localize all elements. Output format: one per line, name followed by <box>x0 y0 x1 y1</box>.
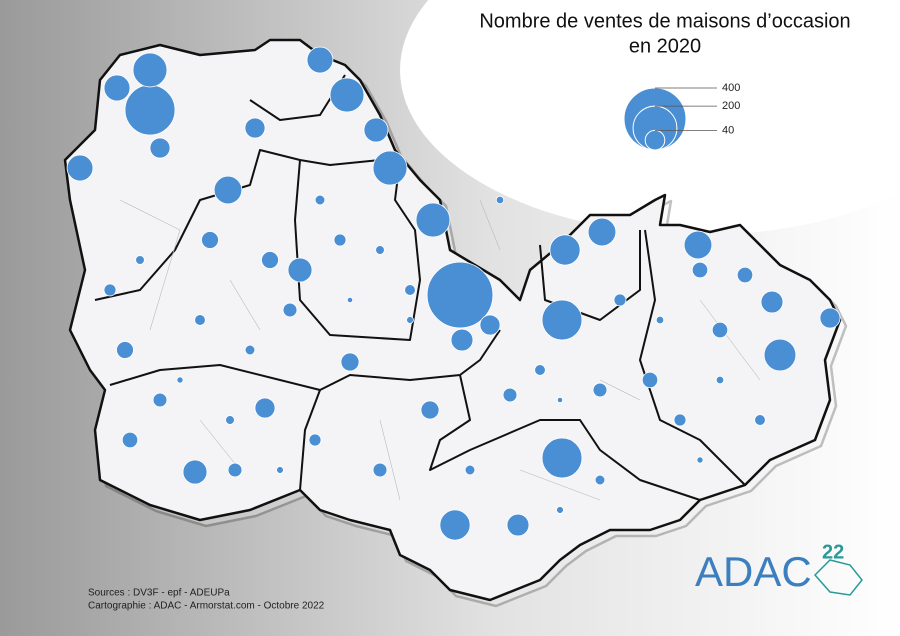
source: Sources : DV3F - epf - ADEUPa <box>88 588 230 599</box>
border <box>639 229 746 486</box>
bubble <box>372 150 408 186</box>
bubble <box>372 462 388 478</box>
logo-number: 22 <box>822 541 844 563</box>
border <box>109 364 321 491</box>
bubble <box>182 459 208 485</box>
bubble <box>450 328 474 352</box>
bubble <box>541 437 583 479</box>
bubble <box>592 382 608 398</box>
bubble <box>244 117 266 139</box>
bubble <box>282 302 298 318</box>
bubble <box>340 352 360 372</box>
bubble <box>333 233 347 247</box>
bubble <box>306 46 334 74</box>
bubble <box>415 202 451 238</box>
bubble <box>287 257 313 283</box>
bubble <box>276 466 284 474</box>
commune-borders <box>119 199 761 501</box>
bubble <box>819 307 841 329</box>
bubble <box>587 217 617 247</box>
bubble <box>696 456 704 464</box>
border <box>294 159 421 341</box>
bubble <box>406 316 414 324</box>
bubble <box>641 371 659 389</box>
bubble <box>244 344 256 356</box>
bubble <box>479 314 501 336</box>
bubble <box>594 474 606 486</box>
bubble <box>760 290 784 314</box>
border <box>539 230 641 321</box>
bubble <box>261 251 279 269</box>
bubble <box>121 431 139 449</box>
border <box>429 374 701 501</box>
bubble <box>149 137 171 159</box>
bubble <box>132 52 168 88</box>
title: en 2020 <box>629 35 701 57</box>
epci-borders <box>94 74 746 501</box>
bubble <box>464 464 476 476</box>
bubble <box>754 414 766 426</box>
bubble <box>194 314 206 326</box>
legend-circle <box>644 129 666 151</box>
bubble <box>763 338 797 372</box>
bubble <box>176 376 184 384</box>
legend-label: 40 <box>722 124 734 136</box>
bubble <box>227 462 243 478</box>
bubble <box>549 234 581 266</box>
bubble <box>314 194 326 206</box>
bubble <box>201 231 219 249</box>
bubble <box>254 397 276 419</box>
bubble <box>346 296 354 304</box>
logo-shape <box>813 559 863 596</box>
bubble <box>736 266 754 284</box>
legend: 400 200 40 <box>623 82 740 151</box>
bubble <box>502 387 518 403</box>
bubble <box>152 392 168 408</box>
logo-text: ADAC <box>695 548 812 595</box>
bubble-layer <box>66 46 841 541</box>
bubble <box>124 84 176 136</box>
bubble <box>534 364 546 376</box>
bubble <box>691 261 709 279</box>
bubble <box>495 195 505 205</box>
bubble <box>506 513 530 537</box>
bubble <box>715 375 725 385</box>
title: Nombre de ventes de maisons d’occasion <box>479 10 850 32</box>
border <box>94 149 381 301</box>
bubble <box>439 509 471 541</box>
bubble <box>225 415 235 425</box>
legend-label: 400 <box>722 82 740 94</box>
bubble <box>556 396 564 404</box>
bubble <box>613 293 627 307</box>
bubble <box>673 413 687 427</box>
bubble <box>103 74 131 102</box>
bubble <box>103 283 117 297</box>
bubble <box>683 230 713 260</box>
bubble <box>363 117 389 143</box>
bubble <box>655 315 665 325</box>
bubble <box>711 321 729 339</box>
bubble <box>420 400 440 420</box>
bubble <box>66 154 94 182</box>
bubble <box>375 245 385 255</box>
bubble <box>404 284 416 296</box>
border <box>319 329 501 391</box>
bubble <box>556 506 564 514</box>
bubble <box>116 341 134 359</box>
source: Cartographie : ADAC - Armorstat.com - Oc… <box>88 601 325 612</box>
bubble <box>135 255 145 265</box>
bubble <box>426 261 494 329</box>
border <box>119 199 761 501</box>
bubble <box>329 77 365 113</box>
bubble <box>213 175 243 205</box>
legend-label: 200 <box>722 100 740 112</box>
bubble <box>541 299 583 341</box>
bubble <box>308 433 322 447</box>
